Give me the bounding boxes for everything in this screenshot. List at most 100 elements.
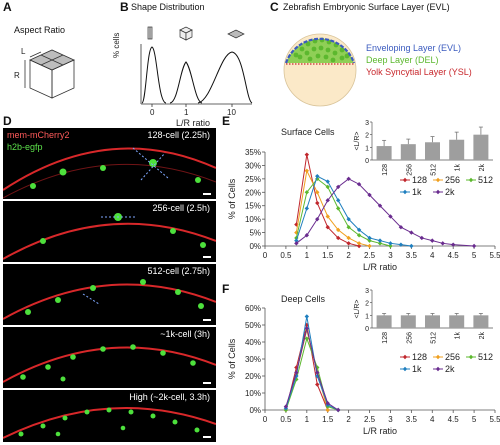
data-point-1k xyxy=(294,238,299,243)
x-tick-label: 4 xyxy=(430,251,435,260)
series-line-256 xyxy=(295,169,370,247)
x-tick-label: 2.5 xyxy=(364,251,376,260)
data-point-256 xyxy=(346,235,351,241)
legend-label-512: 512 xyxy=(478,352,493,362)
panel-letter-f: F xyxy=(222,282,230,296)
data-point-1k xyxy=(367,235,372,241)
y-tick-label: 40% xyxy=(245,338,261,347)
inset-y-tick-label: 3 xyxy=(365,288,369,295)
legend-marker-128 xyxy=(402,177,408,183)
data-point-256 xyxy=(367,243,372,249)
data-point-1k xyxy=(335,198,341,203)
legend-ysl: Yolk Syncytial Layer (YSL) xyxy=(366,67,472,77)
data-point-512 xyxy=(335,206,341,211)
x-tick-label: 2.5 xyxy=(364,415,376,424)
inset-category-label-128: 128 xyxy=(382,332,389,344)
y-tick-label: 0% xyxy=(249,242,261,251)
y-tick-label: 20% xyxy=(245,188,261,197)
legend-label-1k: 1k xyxy=(412,187,422,197)
inset-category-label-512: 512 xyxy=(431,332,438,344)
y-tick-label: 20% xyxy=(245,372,261,381)
inset-bar-2k xyxy=(473,315,489,328)
x-tick-label: 3.5 xyxy=(406,251,418,260)
data-point-2k xyxy=(294,241,299,246)
micrograph-frame-5: High (~2k-cell, 3.3h) xyxy=(3,390,216,442)
panel-letter-a: A xyxy=(3,0,12,14)
dim-label-r: R xyxy=(14,71,20,80)
inset-category-label-1k: 1k xyxy=(455,164,462,172)
data-point-2k xyxy=(430,238,435,243)
legend-label-256: 256 xyxy=(445,352,460,362)
frame-4-label: ~1k-cell (3h) xyxy=(160,329,210,339)
x-tick-label: 4.5 xyxy=(448,251,460,260)
data-point-2k xyxy=(304,233,310,238)
inset-category-label-256: 256 xyxy=(406,332,413,344)
data-point-512 xyxy=(325,184,330,190)
inset-y-tick-label: 0 xyxy=(365,158,369,165)
panel-a-title: Aspect Ratio xyxy=(14,25,66,35)
data-point-2k xyxy=(304,326,310,331)
legend-label-1k: 1k xyxy=(412,364,422,374)
deep-cells-chart: 0% 10% 20% 30% 40% 50% 60% 0 0.5 1 1.5 2 2.5 3 3.5 4 4.5… xyxy=(227,288,500,436)
frame-5-label: High (~2k-cell, 3.3h) xyxy=(129,392,210,402)
data-point-2k xyxy=(471,243,477,249)
inset-bar-256 xyxy=(400,315,416,328)
data-point-1k xyxy=(346,216,351,222)
legend-marker-2k xyxy=(435,366,441,372)
data-point-2k xyxy=(450,242,456,247)
x-tick-label: 1.5 xyxy=(322,415,334,424)
inset-category-label-2k: 2k xyxy=(479,164,486,172)
y-tick-label: 5% xyxy=(249,229,261,238)
data-point-2k xyxy=(283,404,289,409)
data-point-2k xyxy=(315,216,320,222)
data-point-128 xyxy=(335,235,341,241)
panel-letter-c: C xyxy=(270,0,279,14)
legend-label-2k: 2k xyxy=(445,187,455,197)
inset-bar-512 xyxy=(424,315,441,328)
inset-y-tick-label: 0 xyxy=(365,326,369,333)
legend-marker-128 xyxy=(402,354,408,360)
data-point-256 xyxy=(304,168,310,173)
micrograph-frame-4: ~1k-cell (3h) xyxy=(3,327,216,388)
x-tick-label: 3.5 xyxy=(406,415,418,424)
data-point-1k xyxy=(377,238,383,243)
data-point-256 xyxy=(335,227,341,233)
x-tick-label: 3 xyxy=(388,415,393,424)
y-tick-label: 10% xyxy=(245,215,261,224)
scale-bar-4 xyxy=(203,382,211,384)
data-point-2k xyxy=(388,214,393,219)
inset-category-label-2k: 2k xyxy=(479,332,486,340)
x-tick-label: 1.5 xyxy=(322,251,334,260)
data-point-256 xyxy=(356,241,362,246)
data-point-1k xyxy=(325,179,330,184)
legend-marker-512 xyxy=(468,177,474,183)
data-point-2k xyxy=(398,225,404,230)
flat-cell-icon xyxy=(227,29,245,39)
inset-y-axis-title: <L/R> xyxy=(354,131,361,150)
x-tick-label: 5.5 xyxy=(489,415,500,424)
data-point-2k xyxy=(409,230,414,235)
y-tick-label: 25% xyxy=(245,175,261,184)
dim-label-l: L xyxy=(21,47,26,56)
zebrafish-embryo-diagram xyxy=(283,33,357,107)
x-tick-label: 0 xyxy=(263,415,268,424)
series-line-2k xyxy=(285,328,339,411)
legend-del: Deep Layer (DEL) xyxy=(366,55,439,65)
data-point-2k xyxy=(367,192,372,198)
inset-bar-256 xyxy=(400,144,416,160)
data-point-2k xyxy=(315,370,320,375)
x-tick-label: 5.5 xyxy=(489,251,500,260)
shape-distribution-schematic xyxy=(140,26,253,107)
micrograph-frame-1: mem-mCherry2 h2b-egfp 128-cell (2.25h) xyxy=(3,128,216,199)
data-point-2k xyxy=(419,235,425,241)
inset-category-label-1k: 1k xyxy=(455,332,462,340)
data-point-1k xyxy=(294,373,299,379)
legend-marker-1k xyxy=(402,189,408,195)
series-line-512 xyxy=(295,178,391,247)
x-tick-label: 2 xyxy=(346,415,351,424)
data-point-128 xyxy=(346,241,351,246)
legend-label-128: 128 xyxy=(412,175,427,185)
legend-label-128: 128 xyxy=(412,352,427,362)
panel-b-tick-10: 10 xyxy=(227,108,236,117)
panel-c-title: Zebrafish Embryonic Surface Layer (EVL) xyxy=(283,2,450,12)
